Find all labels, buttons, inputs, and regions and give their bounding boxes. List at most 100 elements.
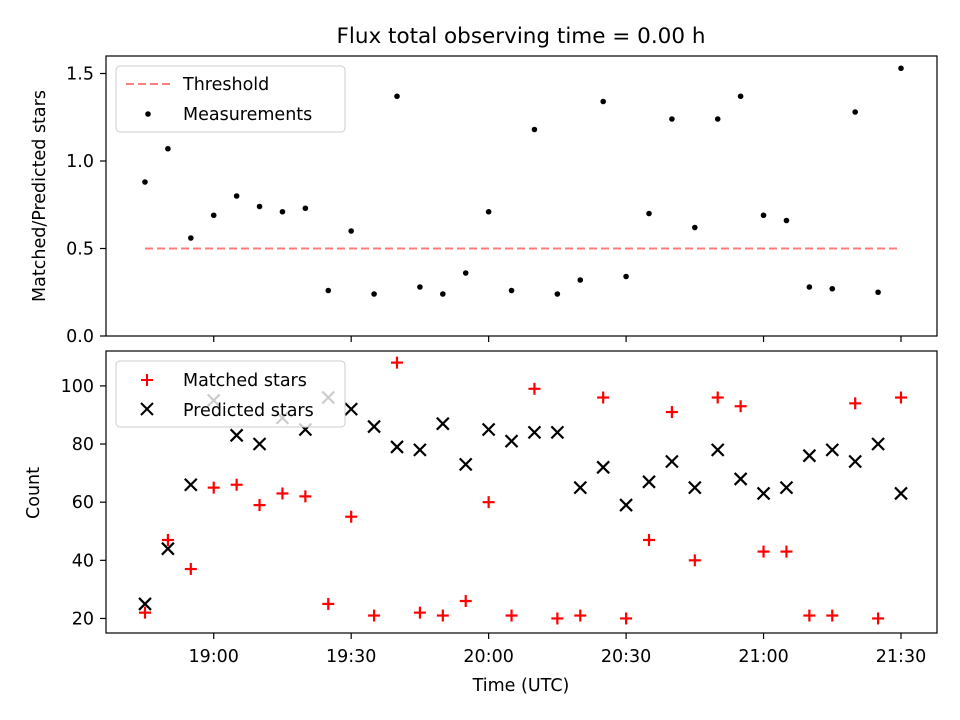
top-chart-title: Flux total observing time = 0.00 h	[337, 24, 706, 49]
measurement-point-10	[371, 291, 377, 297]
matched-point-4	[230, 478, 243, 491]
predicted-point-9	[344, 402, 358, 416]
predicted-point-17	[527, 425, 542, 440]
bottom-xtick-label-5: 21:30	[876, 647, 926, 667]
top-legend-frame	[115, 65, 346, 133]
bottom-xtick-label-0: 19:00	[189, 647, 239, 667]
bottom-x-axis-label: Time (UTC)	[472, 676, 570, 696]
predicted-point-29	[802, 448, 817, 463]
matched-point-30	[826, 609, 839, 622]
bottom-ytick-label-3: 80	[72, 435, 94, 455]
predicted-point-21	[619, 498, 633, 512]
top-series	[142, 65, 904, 297]
measurement-point-5	[256, 203, 263, 210]
matched-point-20	[597, 391, 610, 404]
predicted-point-24	[688, 480, 702, 495]
top-plot-area: 0.0 0.5 1.0 1.5	[66, 55, 938, 347]
matched-point-6	[276, 487, 289, 500]
bottom-axes-frame	[105, 350, 938, 634]
top-x-ticks	[213, 336, 902, 342]
predicted-point-20	[596, 460, 610, 475]
bottom-y-ticks: 20 40 60 80 100	[61, 377, 106, 629]
legend-predicted-swatch	[140, 402, 154, 416]
matched-point-9	[345, 510, 358, 523]
bottom-x-ticks: 19:00 19:30 20:00 20:30 21:00 21:30	[189, 633, 926, 667]
predicted-point-14	[458, 457, 473, 472]
matched-point-21	[620, 612, 633, 625]
predicted-point-1	[161, 541, 175, 556]
matched-point-33	[895, 391, 907, 404]
measurement-point-8	[325, 287, 332, 294]
matched-point-15	[482, 496, 495, 509]
matched-point-13	[436, 609, 449, 622]
bottom-ytick-label-4: 100	[61, 377, 94, 397]
matched-point-32	[872, 612, 885, 625]
measurement-point-32	[875, 289, 881, 296]
bottom-xtick-label-3: 20:30	[601, 647, 651, 667]
matched-point-22	[643, 533, 655, 546]
legend-predicted-label: Predicted stars	[183, 401, 314, 421]
bottom-series	[138, 356, 908, 625]
measurement-point-15	[485, 208, 492, 215]
legend-measurements-label: Measurements	[183, 105, 312, 125]
matched-point-24	[688, 554, 701, 567]
matched-point-16	[505, 609, 518, 622]
measurement-point-9	[348, 228, 354, 234]
predicted-point-15	[481, 422, 496, 437]
matched-point-31	[849, 397, 862, 410]
matched-point-2	[184, 563, 197, 576]
predicted-point-10	[367, 419, 381, 434]
legend-matched-swatch	[141, 374, 153, 386]
bottom-legend: Matched stars Predicted stars	[115, 360, 346, 428]
predicted-point-32	[871, 437, 885, 451]
predicted-point-30	[825, 443, 840, 457]
top-ytick-label-3: 1.5	[66, 65, 94, 85]
matched-point-29	[803, 609, 816, 622]
legend-matched-label: Matched stars	[183, 371, 307, 391]
measurement-point-31	[852, 109, 858, 115]
predicted-point-13	[436, 416, 450, 431]
predicted-point-22	[642, 475, 656, 489]
predicted-point-11	[390, 440, 404, 454]
bottom-ytick-label-0: 20	[72, 609, 94, 629]
measurement-point-3	[210, 212, 217, 219]
measurement-point-1	[165, 145, 171, 152]
legend-threshold-label: Threshold	[182, 75, 269, 95]
predicted-point-33	[894, 486, 908, 501]
measurement-point-17	[531, 126, 538, 133]
bottom-plot-area: 20 40 60 80 100 19:00 19:30 20:00 20:30 21:00 21:…	[61, 350, 938, 667]
predicted-point-26	[733, 472, 748, 486]
predicted-point-31	[848, 454, 862, 469]
predicted-point-25	[710, 443, 725, 457]
matched-point-14	[459, 595, 472, 608]
bottom-ytick-label-1: 40	[72, 551, 94, 571]
matched-point-12	[413, 606, 426, 619]
measurement-point-19	[577, 277, 584, 283]
measurement-point-20	[600, 98, 606, 105]
measurement-point-4	[233, 193, 240, 199]
measurement-point-13	[440, 291, 446, 297]
measurement-point-33	[898, 65, 904, 72]
matched-point-8	[322, 597, 335, 610]
top-ytick-label-1: 0.5	[66, 240, 94, 260]
measurement-point-26	[737, 93, 744, 100]
matched-point-10	[368, 609, 381, 622]
measurement-point-27	[760, 212, 767, 219]
measurement-point-28	[783, 217, 790, 224]
top-legend: Threshold Measurements	[115, 65, 346, 133]
bottom-xtick-label-4: 21:00	[738, 647, 788, 667]
predicted-point-23	[665, 454, 679, 469]
top-ytick-label-0: 0.0	[66, 327, 94, 347]
measurement-point-23	[669, 116, 675, 122]
predicted-point-16	[504, 434, 519, 448]
measurement-point-7	[302, 205, 309, 212]
matched-point-23	[665, 406, 678, 419]
measurement-point-30	[829, 285, 836, 292]
matched-point-1	[161, 533, 174, 546]
top-y-ticks: 0.0 0.5 1.0 1.5	[66, 65, 106, 347]
matched-point-3	[207, 481, 220, 494]
measurement-point-11	[394, 93, 400, 100]
predicted-point-18	[550, 425, 565, 440]
measurement-point-24	[692, 224, 698, 231]
